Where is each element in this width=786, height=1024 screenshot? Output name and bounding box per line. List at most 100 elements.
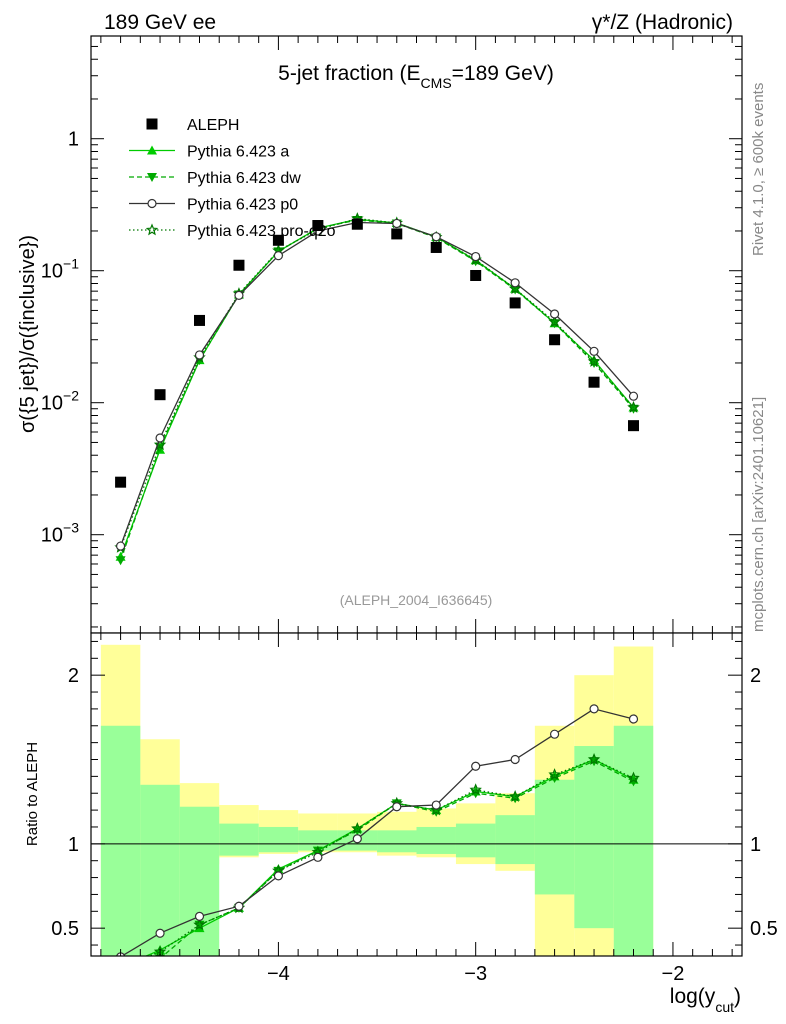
main-ytick-label: 10−3: [41, 520, 79, 547]
ratio-line-pythia-6-423-p0: [120, 708, 634, 956]
main-point-aleph: [549, 334, 561, 346]
ratio-ytick-label: 0.5: [51, 918, 79, 940]
legend-item-pythia-6-423-dw: Pythia 6.423 dw: [129, 170, 301, 187]
ratio-band-stat: [377, 830, 417, 853]
main-line-pythia-6-423-p0: [119, 221, 634, 547]
ratio-point-pythia-6-423-p0: [352, 834, 362, 844]
main-point-aleph: [430, 241, 442, 253]
legend-item-pythia-6-423-p0: Pythia 6.423 p0: [129, 197, 298, 214]
header-left: 189 GeV ee: [104, 11, 216, 34]
ratio-point-pythia-6-423-pro-q2o: [548, 768, 561, 780]
ratio-ytick-label: 1: [68, 834, 79, 856]
main-plot-area: [91, 36, 742, 633]
main-point-pythia-6-423-p0: [431, 232, 441, 242]
ratio-point-pythia-6-423-p0: [628, 714, 639, 724]
main-point-pythia-6-423-p0: [155, 433, 165, 443]
legend-label: Pythia 6.423 pro-q2o: [187, 223, 336, 240]
main-point-pythia-6-423-p0: [194, 350, 205, 360]
main-series-pythia-6-423-p0: [115, 217, 639, 551]
legend-label: Pythia 6.423 a: [187, 144, 289, 161]
main-point-pythia-6-423-p0: [234, 290, 244, 301]
legend: ALEPH Pythia 6.423 a Pythia 6.423 dw Pythia…: [129, 117, 336, 240]
header-right: γ*/Z (Hadronic): [592, 11, 733, 34]
main-point-aleph: [194, 314, 205, 326]
ratio-point-pythia-6-423-pro-q2o: [469, 783, 482, 796]
ratio-point-pythia-6-423-p0: [392, 802, 402, 812]
ratio-band-stat: [219, 823, 259, 856]
ratio-band-stat: [574, 746, 614, 929]
ratio-ytick-label-right: 1: [750, 834, 761, 856]
ratio-ytick-label: 2: [68, 665, 79, 687]
main-ytick-label: 10−1: [41, 256, 79, 283]
ratio-point-pythia-6-423-p0: [234, 901, 244, 911]
ratio-xtick-label: −3: [464, 963, 487, 985]
ratio-point-pythia-6-423-p0: [194, 911, 205, 921]
main-ytick-label-base: 10: [41, 261, 63, 283]
ratio-band-stat: [258, 826, 299, 853]
ratio-xtick-label: −2: [662, 963, 685, 985]
ratio-point-pythia-6-423-dw: [312, 846, 323, 856]
ratio-point-pythia-6-423-pro-q2o: [429, 803, 443, 816]
ratio-band-stat: [100, 725, 141, 956]
ratio-point-pythia-6-423-p0: [313, 852, 323, 862]
ratio-band-stat: [416, 826, 456, 854]
legend-item-aleph: ALEPH: [146, 117, 239, 134]
legend-label: ALEPH: [187, 117, 239, 134]
main-point-aleph: [272, 234, 284, 246]
main-point-aleph: [509, 297, 521, 309]
main-point-pythia-6-423-pro-q2o: [548, 315, 561, 328]
legend-marker: [146, 118, 158, 130]
main-point-pythia-6-423-p0: [115, 541, 126, 551]
main-point-aleph: [154, 389, 166, 401]
ratio-point-pythia-6-423-p0: [273, 871, 284, 881]
legend-label: Pythia 6.423 p0: [187, 197, 298, 214]
ratio-xtick-label: −4: [267, 963, 290, 985]
ratio-point-pythia-6-423-p0: [155, 928, 165, 938]
ratio-point-pythia-6-423-pro-q2o: [627, 771, 640, 784]
ratio-point-pythia-6-423-p0: [549, 729, 560, 739]
main-point-pythia-6-423-dw: [115, 556, 126, 566]
chart-title-sub: CMS: [421, 75, 452, 91]
ratio-band-stat: [495, 815, 535, 865]
main-ytick-label-base: 1: [68, 129, 79, 151]
ratio-band-stat: [534, 779, 575, 895]
legend-marker: [145, 223, 159, 236]
ratio-y-label: Ratio to ALEPH: [24, 742, 41, 846]
mcplots-label: mcplots.cern.ch [arXiv:2401.10621]: [750, 397, 767, 632]
ratio-point-pythia-6-423-pro-q2o: [587, 752, 601, 765]
main-point-pythia-6-423-p0: [392, 218, 402, 229]
ratio-ytick-label-right: 2: [750, 665, 761, 687]
legend-marker: [147, 198, 157, 209]
main-point-pythia-6-423-dw: [510, 285, 521, 295]
analysis-watermark: (ALEPH_2004_I636645): [340, 592, 493, 608]
legend-item-pythia-6-423-pro-q2o: Pythia 6.423 pro-q2o: [129, 223, 336, 240]
main-ytick-label: 1: [68, 129, 79, 151]
main-point-aleph: [628, 420, 639, 432]
main-ytick-label-exp: −1: [63, 256, 79, 272]
main-panel: 5-jet fraction (ECMS=189 GeV) (ALEPH_200…: [17, 35, 743, 634]
ratio-frame: [90, 632, 743, 957]
chart-title-main: 5-jet fraction (E: [278, 62, 420, 85]
main-y-label: σ({5 jet})/σ({inclusive}): [17, 235, 39, 433]
ratio-point-pythia-6-423-dw: [116, 965, 126, 974]
main-point-pythia-6-423-p0: [549, 309, 560, 319]
main-point-pythia-6-423-p0: [589, 346, 599, 356]
main-point-pythia-6-423-p0: [510, 278, 520, 288]
main-point-aleph: [312, 220, 324, 232]
ratio-line-pythia-6-423-pro-q2o: [147, 758, 634, 956]
ratio-band-stat: [455, 823, 496, 858]
main-point-aleph: [391, 228, 403, 240]
main-point-pythia-6-423-pro-q2o: [587, 354, 601, 367]
main-ytick-label-exp: −2: [63, 388, 79, 404]
ratio-point-pythia-6-423-p0: [471, 761, 481, 771]
chart-title-tail: =189 GeV): [452, 62, 554, 85]
main-ytick-label: 10−2: [41, 388, 79, 415]
rivet-label: Rivet 4.1.0, ≥ 600k events: [750, 83, 767, 256]
main-point-aleph: [115, 476, 127, 488]
ratio-point-pythia-6-423-pro-q2o: [351, 822, 364, 834]
main-line-pythia-6-423-pro-q2o: [119, 217, 634, 548]
main-point-aleph: [470, 269, 482, 281]
main-point-aleph: [233, 259, 245, 271]
ratio-point-pythia-6-423-pro-q2o: [116, 962, 126, 971]
